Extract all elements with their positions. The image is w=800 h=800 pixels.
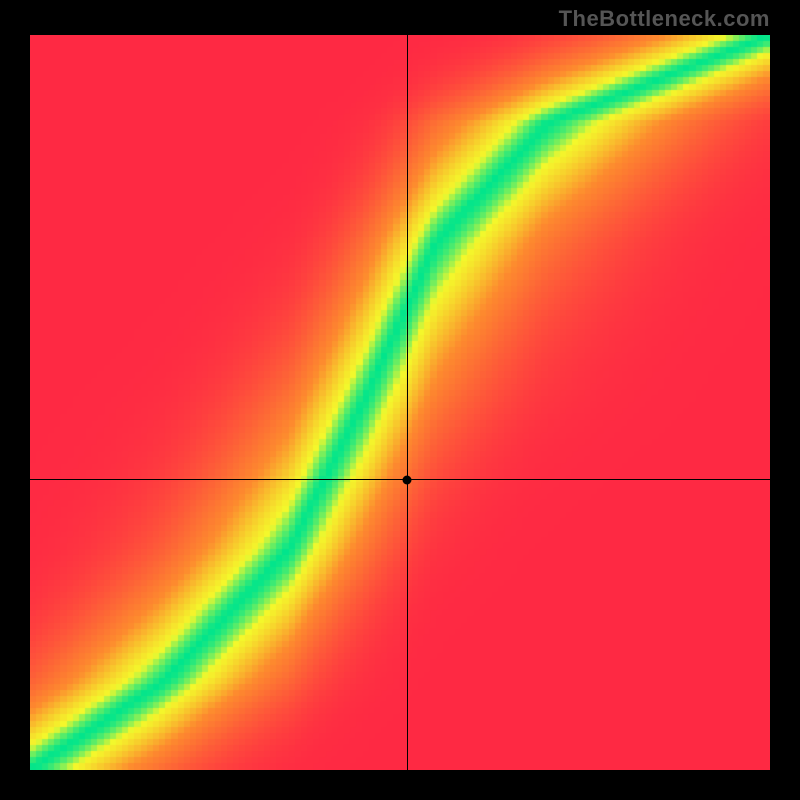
heatmap-canvas xyxy=(30,35,770,770)
crosshair-marker xyxy=(403,475,412,484)
crosshair-horizontal xyxy=(30,479,770,480)
chart-root: TheBottleneck.com xyxy=(0,0,800,800)
plot-area xyxy=(30,35,770,770)
watermark-text: TheBottleneck.com xyxy=(559,6,770,32)
crosshair-vertical xyxy=(407,35,408,770)
